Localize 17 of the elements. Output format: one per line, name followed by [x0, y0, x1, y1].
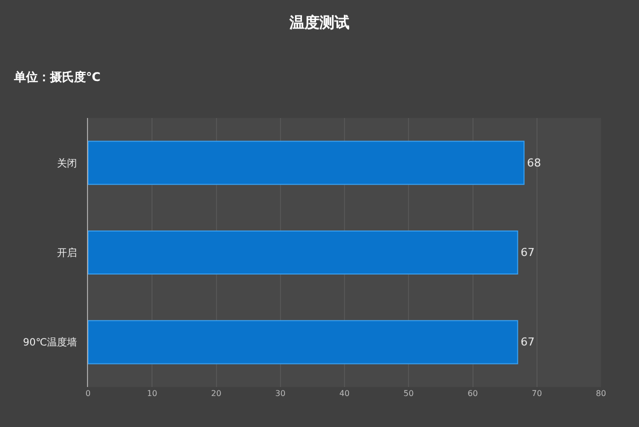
y-tick-label: 关闭	[57, 157, 77, 170]
x-tick-label: 80	[596, 389, 606, 398]
data-label: 67	[520, 336, 535, 349]
y-tick-label: 90℃温度墙	[23, 336, 77, 349]
x-tick-label: 30	[275, 389, 286, 398]
chart-subtitle: 单位：摄氏度℃	[13, 70, 101, 84]
x-tick-label: 10	[147, 389, 158, 398]
x-tick-label: 20	[211, 389, 222, 398]
chart-title: 温度测试	[288, 14, 350, 32]
x-tick-label: 50	[404, 389, 414, 398]
data-label: 68	[527, 156, 542, 170]
y-tick-label: 开启	[57, 247, 77, 259]
data-label: 67	[520, 246, 535, 259]
x-tick-label: 40	[339, 389, 350, 398]
x-tick-label: 60	[468, 389, 478, 398]
x-tick-label: 0	[85, 389, 91, 398]
x-tick-label: 70	[532, 389, 542, 398]
